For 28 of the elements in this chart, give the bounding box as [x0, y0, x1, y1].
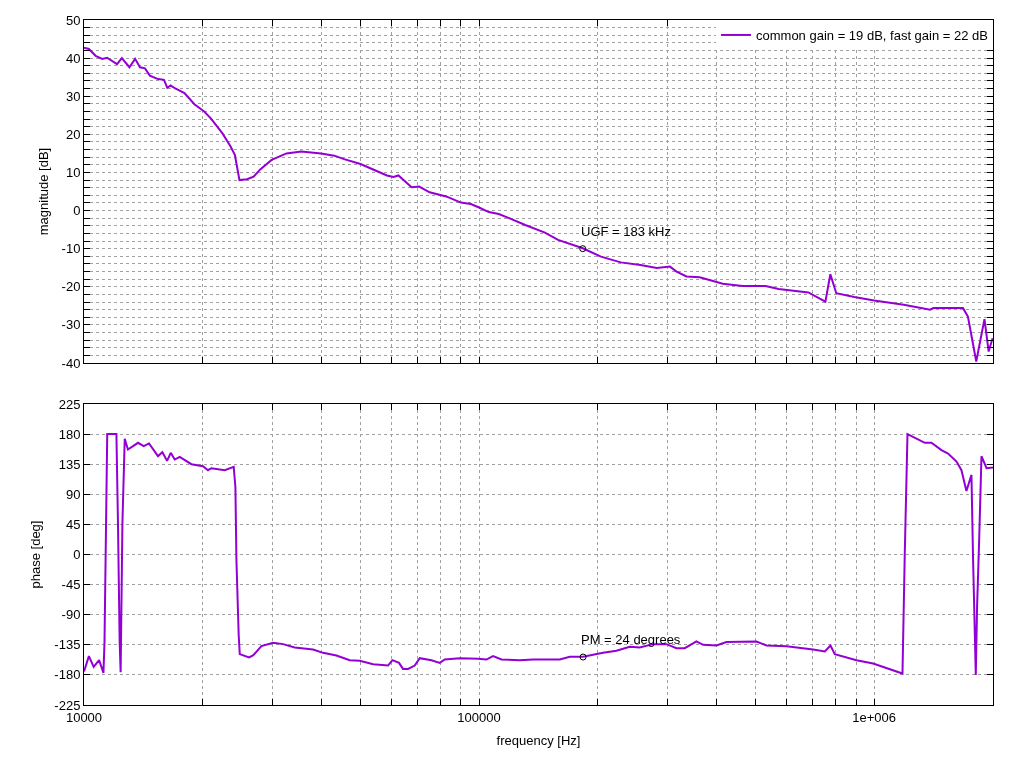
- y-tick-label: 10: [65, 164, 81, 180]
- y-tick-label: 135: [58, 456, 81, 472]
- y-tick-label: 30: [65, 88, 81, 104]
- y-tick-label: 50: [65, 12, 81, 28]
- x-axis-title: frequency [Hz]: [496, 733, 581, 749]
- y-tick-label: 90: [65, 486, 81, 502]
- annotation: UGF = 183 kHz: [581, 224, 671, 239]
- annotation: PM = 24 degrees: [581, 632, 681, 647]
- y-tick-label: -30: [61, 317, 81, 333]
- y-tick-label: -10: [61, 241, 81, 257]
- y-tick-label: 225: [58, 396, 81, 412]
- y-tick-label: 20: [65, 126, 81, 142]
- y-tick-label: -20: [61, 279, 81, 295]
- y-tick-label: -180: [54, 667, 81, 683]
- y-tick-label: 0: [73, 203, 81, 219]
- x-tick-label: 1e+006: [852, 709, 896, 725]
- y-tick-label: -90: [61, 607, 81, 623]
- legend-label: common gain = 19 dB, fast gain = 22 dB: [756, 28, 988, 44]
- y-axis-title: phase [deg]: [28, 520, 44, 589]
- y-axis-title: magnitude [dB]: [35, 147, 51, 236]
- y-tick-label: 0: [73, 547, 81, 563]
- y-tick-label: -135: [54, 637, 81, 653]
- y-tick-label: 180: [58, 426, 81, 442]
- y-tick-label: -40: [61, 355, 81, 371]
- y-tick-label: -45: [61, 577, 81, 593]
- y-tick-label: 45: [65, 516, 81, 532]
- y-tick-label: 40: [65, 50, 81, 66]
- x-tick-label: 100000: [457, 709, 501, 725]
